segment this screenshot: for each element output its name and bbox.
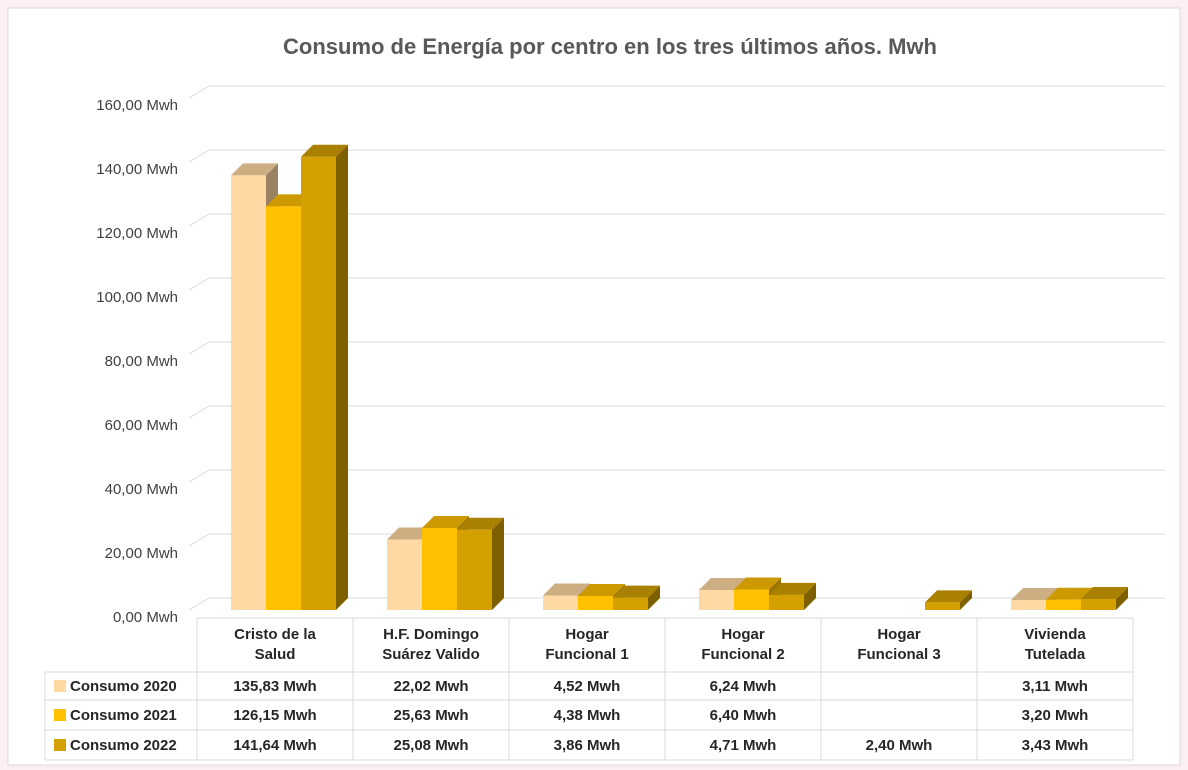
bar xyxy=(266,206,301,610)
table-value: 4,38 Mwh xyxy=(554,707,621,724)
bar xyxy=(734,589,769,610)
grid-line-side xyxy=(188,213,210,227)
category-line: Hogar xyxy=(877,626,921,643)
bar-top xyxy=(613,585,660,598)
y-tick-label: 40,00 Mwh xyxy=(105,481,178,498)
grid-line-side xyxy=(188,533,210,547)
y-tick-label: 140,00 Mwh xyxy=(96,161,178,178)
table-value: 25,08 Mwh xyxy=(393,737,468,754)
bar-top xyxy=(301,144,348,157)
category-label: Hogar Funcional 3 xyxy=(857,626,940,663)
bar-top xyxy=(1046,587,1093,600)
bar-side xyxy=(648,585,660,610)
table-value: 4,71 Mwh xyxy=(710,737,777,754)
grid-line-side xyxy=(188,405,210,419)
y-tick-label: 20,00 Mwh xyxy=(105,545,178,562)
grid-line-side xyxy=(188,469,210,483)
table-value: 6,40 Mwh xyxy=(710,707,777,724)
grid-line-side xyxy=(188,597,210,611)
chart-title: Consumo de Energía por centro en los tre… xyxy=(283,34,937,59)
category-label: H.F. Domingo Suárez Valido xyxy=(382,626,480,663)
category-line: Funcional 2 xyxy=(701,646,784,663)
category-line: Funcional 1 xyxy=(545,646,628,663)
legend-swatch xyxy=(54,709,66,721)
category-label: Vivienda Tutelada xyxy=(1024,626,1086,663)
bar-side xyxy=(960,590,972,610)
chart-area xyxy=(7,7,1181,766)
table-value: 4,52 Mwh xyxy=(554,678,621,695)
y-tick-label: 100,00 Mwh xyxy=(96,289,178,306)
category-label: Cristo de la Salud xyxy=(234,626,316,663)
bar xyxy=(699,590,734,610)
category-line: Hogar xyxy=(565,626,609,643)
bar-top xyxy=(734,577,781,590)
bar xyxy=(769,594,804,610)
table-value: 3,86 Mwh xyxy=(554,737,621,754)
table-value: 2,40 Mwh xyxy=(866,737,933,754)
y-tick-label: 60,00 Mwh xyxy=(105,417,178,434)
bar xyxy=(387,539,422,610)
bar-top xyxy=(769,582,816,595)
bar xyxy=(231,175,266,610)
bar xyxy=(301,156,336,610)
bar-side xyxy=(1116,587,1128,610)
bar-side xyxy=(336,144,348,610)
grid-line-side xyxy=(188,341,210,355)
bar-top xyxy=(578,583,625,596)
category-line: Cristo de la xyxy=(234,626,316,643)
legend-label: Consumo 2020 xyxy=(70,678,177,695)
category-line: Salud xyxy=(255,646,296,663)
grid-line-side xyxy=(188,149,210,163)
table-value: 3,20 Mwh xyxy=(1022,707,1089,724)
table-value: 3,11 Mwh xyxy=(1022,678,1088,695)
y-tick-label: 80,00 Mwh xyxy=(105,353,178,370)
y-tick-label: 0,00 Mwh xyxy=(113,609,178,626)
table-value: 141,64 Mwh xyxy=(233,737,316,754)
bar xyxy=(422,527,457,610)
bar xyxy=(1081,599,1116,610)
legend-swatch xyxy=(54,739,66,751)
bar-side xyxy=(804,582,816,610)
bar xyxy=(613,597,648,610)
bar-top xyxy=(925,590,972,603)
category-line: Suárez Valido xyxy=(382,646,480,663)
table-value: 25,63 Mwh xyxy=(393,707,468,724)
category-line: Tutelada xyxy=(1025,646,1086,663)
table-value: 135,83 Mwh xyxy=(233,678,316,695)
category-label: Hogar Funcional 1 xyxy=(545,626,628,663)
bar xyxy=(543,595,578,610)
bar-top xyxy=(457,517,504,530)
table-value: 126,15 Mwh xyxy=(233,707,316,724)
bar xyxy=(1046,599,1081,610)
bar xyxy=(1011,600,1046,610)
bar xyxy=(578,595,613,610)
grid-line-side xyxy=(188,277,210,291)
category-line: Vivienda xyxy=(1024,626,1086,643)
bar-side xyxy=(492,517,504,610)
category-line: Funcional 3 xyxy=(857,646,940,663)
y-tick-label: 160,00 Mwh xyxy=(96,97,178,114)
bar-top xyxy=(231,163,278,176)
bar-top xyxy=(422,515,469,528)
bar-top xyxy=(1081,587,1128,600)
bar-top xyxy=(1011,588,1058,601)
table-value: 6,24 Mwh xyxy=(710,678,777,695)
y-tick-label: 120,00 Mwh xyxy=(96,225,178,242)
category-line: Hogar xyxy=(721,626,765,643)
legend-swatch xyxy=(54,680,66,692)
bar-top xyxy=(543,583,590,596)
bar xyxy=(457,529,492,610)
category-label: Hogar Funcional 2 xyxy=(701,626,784,663)
bar-top xyxy=(699,578,746,591)
category-line: H.F. Domingo xyxy=(383,626,479,643)
legend-label: Consumo 2021 xyxy=(70,707,177,724)
table-value: 22,02 Mwh xyxy=(393,678,468,695)
grid-line-side xyxy=(188,85,210,99)
bar xyxy=(925,602,960,610)
legend-label: Consumo 2022 xyxy=(70,737,177,754)
table-value: 3,43 Mwh xyxy=(1022,737,1089,754)
